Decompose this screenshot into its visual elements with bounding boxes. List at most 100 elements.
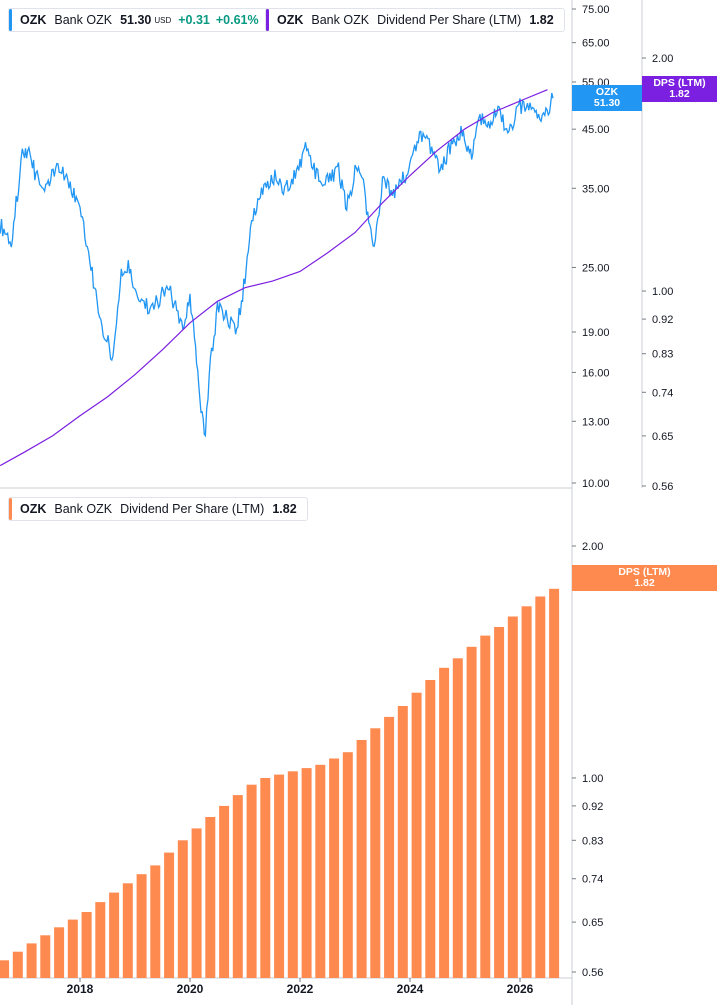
dps-bar	[494, 627, 505, 978]
dps-bar	[109, 892, 120, 978]
dps-bar	[452, 658, 463, 978]
price-axis-label: 35.00	[582, 183, 610, 195]
bottom-tag-value: 1.82	[634, 577, 655, 589]
dps-bar	[466, 646, 477, 978]
price-axis-label: 16.00	[582, 367, 610, 379]
bottom-axis-label: 0.65	[582, 917, 603, 929]
dps-bar	[0, 960, 10, 978]
dps-bar	[136, 874, 147, 978]
bottom-axis-label: 0.74	[582, 874, 603, 886]
dps-axis-label: 0.65	[652, 431, 673, 443]
price-axis-label: 65.00	[582, 38, 610, 50]
bottom-dps-tag: DPS (LTM) 1.82	[572, 565, 717, 591]
bottom-axis-label: 0.83	[582, 835, 603, 847]
price-axis-label: 45.00	[582, 124, 610, 136]
x-axis-label: 2022	[287, 982, 314, 996]
legend-color-swatch	[266, 9, 269, 31]
legend-company-name: Bank OZK	[311, 13, 370, 27]
legend-metric: Dividend Per Share (LTM)	[120, 502, 265, 516]
dps-bar	[164, 852, 175, 978]
dps-bar	[232, 795, 243, 978]
dps-bar	[287, 771, 298, 978]
legend-price-value: 51.30	[120, 13, 152, 27]
legend-metric: Dividend Per Share (LTM)	[377, 13, 522, 27]
dps-bar	[411, 692, 422, 978]
dps-bar	[67, 919, 78, 978]
dps-bar	[356, 740, 367, 978]
price-axis-label: 13.00	[582, 416, 610, 428]
legend-dps-value: 1.82	[529, 13, 554, 27]
dps-bar	[342, 752, 353, 978]
dps-bar	[425, 680, 436, 978]
dps-axis-label: 1.00	[652, 286, 673, 298]
x-axis-label: 2024	[397, 982, 424, 996]
x-axis-label: 2020	[177, 982, 204, 996]
dps-bar	[397, 706, 408, 978]
x-axis-label: 2026	[507, 982, 534, 996]
dps-bar	[521, 606, 532, 978]
price-series-line	[0, 92, 554, 438]
dps-bar	[12, 951, 23, 978]
legend-dps[interactable]: OZK Bank OZK Dividend Per Share (LTM) 1.…	[265, 8, 565, 32]
dps-bar	[122, 883, 133, 978]
bottom-axis-label: 0.56	[582, 967, 603, 979]
dps-bar	[384, 716, 395, 978]
dps-bar	[315, 764, 326, 978]
dps-axis-label: 0.74	[652, 387, 673, 399]
bottom-tag-title: DPS (LTM)	[618, 566, 671, 578]
dps-bar	[535, 596, 546, 978]
dps-bar	[246, 784, 257, 978]
dps-axis-label: 2.00	[652, 53, 673, 65]
price-tag-value: 51.30	[593, 97, 621, 109]
dps-bar	[549, 588, 560, 978]
dps-bar	[260, 778, 271, 978]
dps-bar	[40, 935, 51, 978]
dps-bar	[95, 902, 106, 978]
legend-change-percent: +0.61%	[215, 13, 259, 27]
legend-symbol: OZK	[277, 13, 304, 27]
dps-bar	[274, 774, 285, 978]
price-axis-label: 10.00	[582, 478, 610, 490]
dps-bar	[150, 865, 161, 978]
dps-bar	[177, 840, 188, 978]
legend-symbol: OZK	[20, 13, 47, 27]
bottom-axis-label: 1.00	[582, 773, 603, 785]
dps-bar	[329, 758, 340, 978]
dps-tag-value: 1.82	[669, 88, 690, 100]
dps-bar	[301, 768, 312, 978]
price-tag-title: OZK	[595, 86, 619, 98]
dps-axis-label: 0.83	[652, 349, 673, 361]
dps-series-line	[0, 89, 548, 467]
price-tag: OZK 51.30	[572, 85, 642, 111]
legend-color-swatch	[9, 498, 12, 520]
dps-bar	[480, 635, 491, 978]
legend-price[interactable]: OZK Bank OZK 51.30 USD +0.31 +0.61%	[8, 8, 273, 32]
dps-bar	[205, 817, 216, 978]
dps-bar	[439, 667, 450, 978]
dps-bar	[507, 616, 518, 978]
legend-color-swatch	[9, 9, 12, 31]
price-axis-label: 25.00	[582, 262, 610, 274]
bottom-axis-label: 0.92	[582, 801, 603, 813]
dps-bar	[81, 912, 92, 978]
price-axis-label: 19.00	[582, 327, 610, 339]
legend-dps-value: 1.82	[272, 502, 297, 516]
legend-symbol: OZK	[20, 502, 47, 516]
dps-bar	[26, 943, 37, 978]
bottom-axis-label: 2.00	[582, 541, 603, 553]
dps-tag: DPS (LTM) 1.82	[642, 76, 717, 102]
dps-bar	[370, 728, 381, 978]
legend-currency: USD	[154, 15, 172, 25]
legend-company-name: Bank OZK	[54, 502, 113, 516]
legend-bottom-dps[interactable]: OZK Bank OZK Dividend Per Share (LTM) 1.…	[8, 497, 308, 521]
dps-axis-label: 0.56	[652, 481, 673, 493]
price-axis-label: 75.00	[582, 4, 610, 16]
dps-bar	[54, 927, 65, 978]
dps-bar	[219, 805, 230, 978]
legend-change: +0.31	[178, 13, 210, 27]
dps-tag-title: DPS (LTM)	[653, 77, 706, 89]
dps-axis-label: 0.92	[652, 314, 673, 326]
x-axis-label: 2018	[67, 982, 94, 996]
legend-company-name: Bank OZK	[54, 13, 113, 27]
